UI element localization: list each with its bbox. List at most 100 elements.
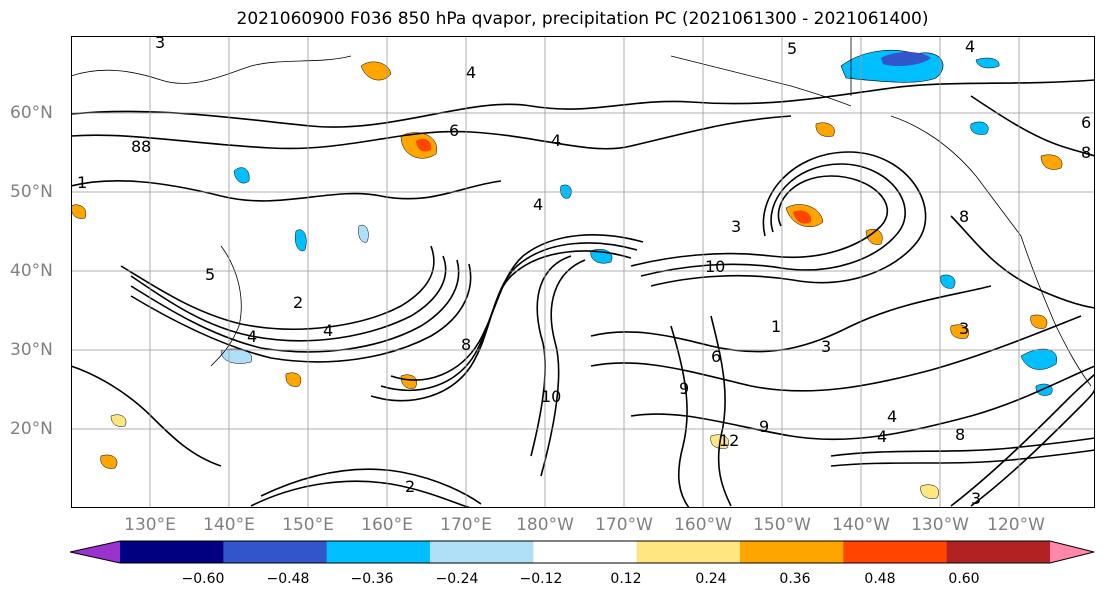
contour-label: 8 <box>1081 143 1091 162</box>
coastline <box>670 55 852 107</box>
precip-pos-blob <box>360 61 392 81</box>
colorbar-segment <box>843 541 948 563</box>
contour-label: 10 <box>705 257 725 276</box>
colorbar-segment <box>223 541 328 563</box>
contour-line <box>640 163 906 277</box>
colorbar-tick-label: 0.36 <box>779 571 811 587</box>
contour-label: 5 <box>205 265 215 284</box>
contour-label: 2 <box>405 477 415 496</box>
lon-label-170e: 170°E <box>440 515 492 535</box>
precip-neg-blob <box>970 121 989 135</box>
lat-label-30n: 30°N <box>10 340 53 360</box>
contour-label: 4 <box>323 321 333 340</box>
contour-label: 4 <box>551 131 561 150</box>
lon-label-140e: 140°E <box>203 515 255 535</box>
contour-label: 6 <box>449 121 459 140</box>
colorbar-segment <box>636 541 741 563</box>
contour-label: 4 <box>466 63 476 82</box>
colorbar-segment <box>740 541 844 563</box>
lon-label-150w: 150°W <box>753 515 811 535</box>
coastline <box>71 55 352 84</box>
contour-line <box>120 245 435 330</box>
precip-neg-blob <box>881 52 931 66</box>
contour-label: 3 <box>971 489 981 508</box>
colorbar-tick-label: −0.24 <box>435 571 479 587</box>
contour-label: 4 <box>533 195 543 214</box>
lat-lon-grid <box>71 36 1095 508</box>
precip-pos-blob <box>285 372 302 387</box>
contour-line <box>590 285 992 353</box>
contour-line <box>530 255 572 457</box>
contour-line <box>390 234 644 381</box>
colorbar-segment <box>946 541 1051 563</box>
precip-pos-blob <box>100 454 118 469</box>
lon-label-170w: 170°W <box>595 515 653 535</box>
contour-line <box>130 255 447 342</box>
contour-label: 8 <box>959 207 969 226</box>
contour-label: 8 <box>461 335 471 354</box>
lon-label-180w: 180°W <box>516 515 574 535</box>
contour-label: 4 <box>965 37 975 56</box>
precip-pos-blob <box>920 484 939 499</box>
contour-label: 3 <box>731 217 741 236</box>
contour-label: 6 <box>1081 113 1091 132</box>
contour-label: 8 <box>131 137 141 156</box>
contour-line <box>670 325 690 508</box>
colorbar-tick-label: −0.48 <box>266 571 310 587</box>
precipitation-shading <box>71 49 1063 499</box>
precip-neg-blob <box>358 224 369 243</box>
contour-labels: 3 4 5 4 6 1 8 4 4 3 10 8 4 3 1 8 9 10 6 … <box>77 36 1091 508</box>
colorbar-outline <box>70 540 1095 564</box>
colorbar-segment <box>326 541 431 563</box>
colorbar-tick-label: 0.48 <box>864 571 896 587</box>
contour-label: 3 <box>821 337 831 356</box>
contour-label: 4 <box>887 407 897 426</box>
qvapor-contours <box>71 79 1095 508</box>
coastline <box>1020 235 1092 387</box>
lon-label-160e: 160°E <box>361 515 413 535</box>
precip-pos-blob <box>793 210 812 224</box>
lat-label-40n: 40°N <box>10 261 53 281</box>
contour-line <box>130 259 460 353</box>
colorbar-tick-label: −0.36 <box>350 571 394 587</box>
map-title: 2021060900 F036 850 hPa qvapor, precipit… <box>236 9 929 29</box>
lat-label-50n: 50°N <box>10 182 53 202</box>
contour-label: 9 <box>759 417 769 436</box>
contour-label: 8 <box>141 137 151 156</box>
colorbar-tick-label: 0.24 <box>695 571 727 587</box>
contour-label: 5 <box>787 39 797 58</box>
contour-line <box>71 180 502 202</box>
contour-line <box>71 79 1095 128</box>
contour-line <box>650 151 927 287</box>
precip-pos-blob <box>950 324 969 339</box>
contour-line <box>71 115 792 150</box>
precip-neg-blob <box>295 229 307 252</box>
colorbar-tick-label: −0.12 <box>519 571 563 587</box>
precip-neg-blob <box>940 274 956 289</box>
contour-line <box>540 259 586 477</box>
map-border <box>71 36 1095 508</box>
contour-line <box>710 315 732 507</box>
precip-neg-blob <box>975 57 1000 69</box>
precip-pos-blob <box>865 228 883 245</box>
colorbar-tick-label: 0.60 <box>948 571 980 587</box>
colorbar-extend-low <box>70 541 120 563</box>
precip-neg-blob <box>233 167 250 184</box>
contour-line <box>71 365 222 467</box>
precip-pos-blob <box>400 374 417 389</box>
contour-label: 9 <box>679 379 689 398</box>
contour-label: 10 <box>541 387 561 406</box>
contour-label: 12 <box>719 431 739 450</box>
lon-label-130e: 130°E <box>124 515 176 535</box>
contour-label: 1 <box>77 173 87 192</box>
precip-pos-blob <box>1040 154 1063 170</box>
precip-pos-blob <box>1030 314 1048 329</box>
contour-line <box>970 95 1095 157</box>
contour-label: 6 <box>711 347 721 366</box>
lon-label-130w: 130°W <box>911 515 969 535</box>
contour-label: 3 <box>155 36 165 52</box>
contour-label: 2 <box>293 293 303 312</box>
contour-line <box>260 468 482 505</box>
lon-label-140w: 140°W <box>832 515 890 535</box>
contour-line <box>830 437 1095 457</box>
